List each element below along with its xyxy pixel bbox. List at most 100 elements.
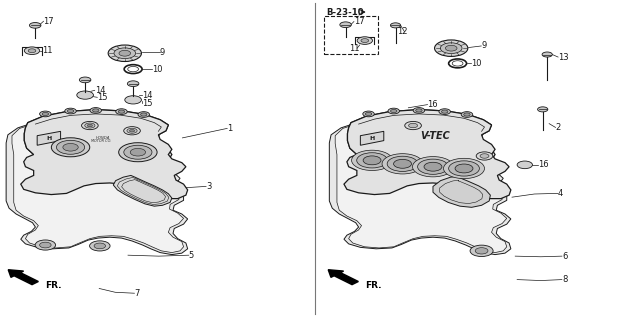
Circle shape xyxy=(390,109,397,113)
Text: 11: 11 xyxy=(349,44,359,53)
Circle shape xyxy=(28,49,36,53)
Circle shape xyxy=(439,109,451,114)
Circle shape xyxy=(118,110,125,113)
Text: 12: 12 xyxy=(397,27,407,36)
Circle shape xyxy=(413,157,454,177)
Circle shape xyxy=(51,138,90,157)
Circle shape xyxy=(517,161,532,169)
FancyArrow shape xyxy=(8,270,38,285)
Text: 17: 17 xyxy=(354,17,365,26)
Circle shape xyxy=(84,123,95,128)
Circle shape xyxy=(390,23,401,28)
Text: 15: 15 xyxy=(142,99,152,107)
Text: 13: 13 xyxy=(558,53,569,61)
Circle shape xyxy=(67,109,74,113)
Circle shape xyxy=(408,123,417,128)
Text: 10: 10 xyxy=(471,59,481,68)
Text: 5: 5 xyxy=(189,251,194,260)
Circle shape xyxy=(42,112,49,115)
Circle shape xyxy=(455,164,473,173)
Text: 7: 7 xyxy=(134,289,140,298)
Text: 14: 14 xyxy=(95,86,105,95)
Text: H: H xyxy=(46,136,51,141)
Circle shape xyxy=(56,140,84,154)
Polygon shape xyxy=(360,131,384,145)
Circle shape xyxy=(114,48,136,59)
Circle shape xyxy=(130,148,145,156)
Circle shape xyxy=(90,241,110,251)
Circle shape xyxy=(351,150,392,171)
Text: 6: 6 xyxy=(562,252,567,261)
Circle shape xyxy=(118,143,157,162)
Text: FR.: FR. xyxy=(365,281,381,290)
Circle shape xyxy=(363,156,381,165)
Polygon shape xyxy=(335,115,507,253)
Circle shape xyxy=(418,159,449,174)
Text: V-TEC: V-TEC xyxy=(420,131,450,141)
Circle shape xyxy=(63,144,78,151)
Circle shape xyxy=(124,145,152,159)
Circle shape xyxy=(356,153,387,168)
Circle shape xyxy=(77,91,93,99)
Circle shape xyxy=(361,39,369,42)
Polygon shape xyxy=(113,175,172,206)
Circle shape xyxy=(108,45,141,61)
Circle shape xyxy=(141,113,147,116)
Circle shape xyxy=(125,96,141,104)
Circle shape xyxy=(65,108,76,114)
Circle shape xyxy=(94,243,106,249)
Circle shape xyxy=(119,50,131,56)
Circle shape xyxy=(363,111,374,117)
FancyArrow shape xyxy=(328,270,358,285)
Circle shape xyxy=(29,23,41,28)
Circle shape xyxy=(435,40,468,56)
Circle shape xyxy=(413,107,425,113)
Text: H: H xyxy=(369,136,374,141)
Circle shape xyxy=(87,124,92,127)
Circle shape xyxy=(476,152,493,160)
Circle shape xyxy=(394,159,412,168)
Circle shape xyxy=(475,248,488,254)
Circle shape xyxy=(404,121,421,130)
Polygon shape xyxy=(24,110,172,171)
Polygon shape xyxy=(20,110,188,199)
Circle shape xyxy=(445,45,457,51)
Circle shape xyxy=(538,107,548,112)
Circle shape xyxy=(470,245,493,256)
Text: 14: 14 xyxy=(142,91,152,100)
Circle shape xyxy=(93,109,99,112)
Circle shape xyxy=(440,43,462,54)
Circle shape xyxy=(40,242,51,248)
Circle shape xyxy=(127,81,139,87)
Polygon shape xyxy=(330,114,511,255)
Circle shape xyxy=(461,112,473,117)
Circle shape xyxy=(444,158,484,178)
Circle shape xyxy=(35,240,56,250)
Circle shape xyxy=(340,22,351,28)
Circle shape xyxy=(138,112,150,117)
Polygon shape xyxy=(37,131,61,145)
Text: 9: 9 xyxy=(160,48,165,57)
Polygon shape xyxy=(6,114,188,255)
Circle shape xyxy=(127,128,137,133)
Circle shape xyxy=(449,161,479,176)
Circle shape xyxy=(480,154,489,158)
Circle shape xyxy=(81,121,98,130)
Circle shape xyxy=(124,126,140,135)
Text: 16: 16 xyxy=(538,160,548,169)
Text: 17: 17 xyxy=(44,17,54,26)
Circle shape xyxy=(90,107,102,113)
Text: 15: 15 xyxy=(97,93,108,102)
Circle shape xyxy=(116,109,127,114)
Circle shape xyxy=(357,37,372,44)
Polygon shape xyxy=(433,176,490,207)
Circle shape xyxy=(40,111,51,117)
Circle shape xyxy=(464,113,470,116)
Polygon shape xyxy=(12,115,184,253)
Text: HONDA: HONDA xyxy=(95,136,110,140)
Circle shape xyxy=(24,47,40,55)
Circle shape xyxy=(542,52,552,57)
Circle shape xyxy=(424,162,442,171)
Circle shape xyxy=(387,156,418,171)
Text: 4: 4 xyxy=(558,189,563,198)
